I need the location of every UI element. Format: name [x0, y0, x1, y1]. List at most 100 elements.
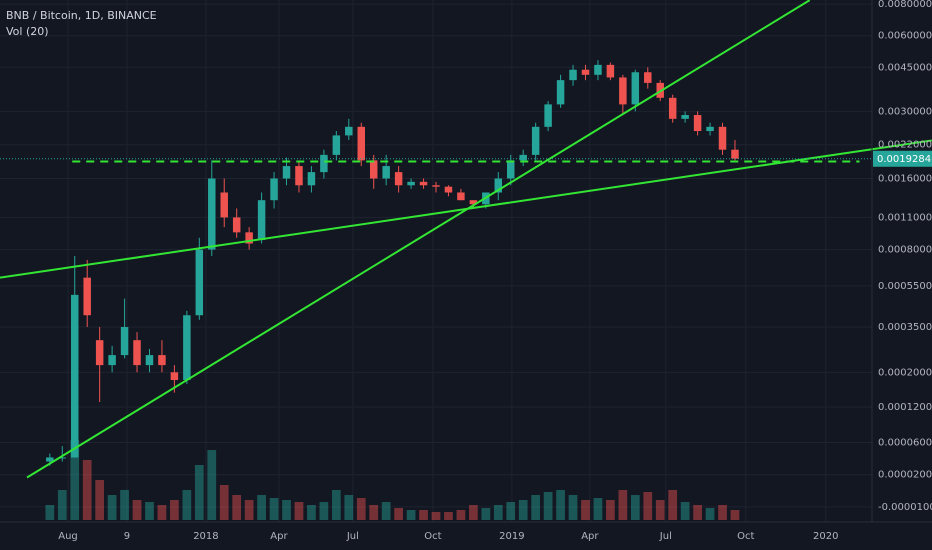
- x-tick-label: Apr: [581, 531, 599, 542]
- volume-bar: [655, 500, 665, 520]
- candle-body: [345, 126, 353, 136]
- volume-bar: [456, 510, 466, 520]
- y-tick-label: 0.0000600: [878, 438, 932, 449]
- volume-bar: [606, 500, 615, 520]
- volume-bar: [419, 510, 428, 520]
- volume-bar: [82, 460, 92, 520]
- last-price-label: 0.0019284: [877, 154, 931, 165]
- volume-bar: [693, 505, 702, 520]
- volume-bar: [381, 502, 391, 520]
- candle-body: [320, 154, 328, 173]
- candle-body: [556, 80, 565, 105]
- candles: [46, 60, 739, 466]
- candle-body: [507, 160, 515, 179]
- volume-bar: [219, 485, 229, 520]
- x-tick-label: Jul: [346, 531, 359, 542]
- y-tick-label: 0.0045000: [878, 62, 932, 73]
- candle-body: [357, 126, 365, 161]
- candle-body: [531, 126, 540, 155]
- candle-body: [619, 77, 627, 105]
- candle-body: [170, 372, 179, 381]
- y-tick-label: 0.0000200: [878, 470, 932, 481]
- axes: 0.0080000 0.0060000 0.0045000 0.0030000 0.00…: [58, 0, 932, 542]
- y-tick-label: -0.0000100: [878, 502, 932, 513]
- candle-body: [332, 135, 341, 155]
- volume-bar: [257, 495, 266, 520]
- drawings: [0, 0, 932, 479]
- volume-bar: [70, 440, 80, 520]
- volume-bar: [618, 490, 628, 520]
- candle-body: [369, 160, 378, 179]
- x-tick-label: Oct: [737, 531, 754, 542]
- volume-bar: [269, 498, 279, 520]
- volume-bar: [531, 495, 541, 520]
- candle-body: [644, 72, 652, 83]
- candle-body: [494, 178, 503, 193]
- candle-body: [158, 355, 166, 366]
- volume-bar: [469, 505, 478, 520]
- candle-body: [457, 192, 465, 201]
- candle-body: [208, 178, 216, 250]
- volume-bar: [444, 512, 453, 520]
- candle-body: [731, 149, 739, 159]
- trendline: [26, 0, 811, 479]
- volume-bar: [680, 502, 690, 520]
- candle-body: [569, 69, 577, 81]
- volume-bar: [556, 490, 565, 520]
- candle-body: [257, 200, 266, 241]
- candle-body: [232, 217, 241, 233]
- x-tick-label: Oct: [424, 531, 441, 542]
- volume-bar: [120, 490, 129, 520]
- candle-body: [407, 181, 415, 186]
- grid: [0, 0, 872, 522]
- y-tick-label: 0.0080000: [878, 0, 932, 10]
- volume-bar: [294, 502, 304, 520]
- candle-body: [606, 64, 615, 78]
- candle-body: [631, 72, 640, 105]
- candle-body: [307, 172, 316, 186]
- volume-bar: [394, 508, 403, 520]
- volume-bar: [668, 490, 678, 520]
- candle-body: [394, 172, 403, 186]
- volume-bar: [244, 500, 254, 520]
- volume-bar: [643, 492, 653, 520]
- candle-body: [58, 457, 67, 459]
- volume-bar: [194, 465, 204, 520]
- y-tick-label: 0.0003500: [878, 322, 932, 333]
- volume-bar: [356, 498, 366, 520]
- candle-body: [220, 192, 228, 218]
- volume-bar: [705, 508, 715, 520]
- candle-body: [718, 126, 727, 150]
- y-tick-label: 0.0060000: [878, 31, 932, 42]
- candle-body: [95, 340, 104, 366]
- volume-bar: [718, 505, 727, 520]
- volume-label: Vol (20): [6, 25, 49, 38]
- y-tick-label: 0.0016000: [878, 174, 932, 185]
- volume-bar: [630, 495, 640, 520]
- volume-bar: [406, 510, 416, 520]
- y-tick-label: 0.0005500: [878, 281, 932, 292]
- volume-bar: [493, 505, 503, 520]
- x-tick-label: 2020: [813, 531, 838, 542]
- last-price-box: [873, 150, 932, 167]
- volume-bar: [57, 490, 67, 520]
- candle-body: [133, 340, 141, 366]
- candle-body: [295, 166, 303, 186]
- x-tick-label: 9: [124, 531, 130, 542]
- volume-bar: [568, 495, 578, 520]
- volume-bar: [593, 498, 603, 520]
- candle-body: [581, 69, 590, 75]
- candle-body: [245, 232, 253, 244]
- candle-body: [83, 277, 91, 316]
- candle-body: [120, 327, 129, 356]
- volume-bar: [157, 505, 167, 520]
- candle-body: [444, 186, 453, 193]
- volume-bar: [282, 500, 291, 520]
- x-tick-label: 2019: [499, 531, 524, 542]
- candle-body: [145, 355, 154, 366]
- y-tick-label: 0.0022000: [878, 140, 932, 151]
- volume-bar: [581, 500, 590, 520]
- candle-body: [71, 294, 79, 458]
- candle-body: [681, 115, 689, 119]
